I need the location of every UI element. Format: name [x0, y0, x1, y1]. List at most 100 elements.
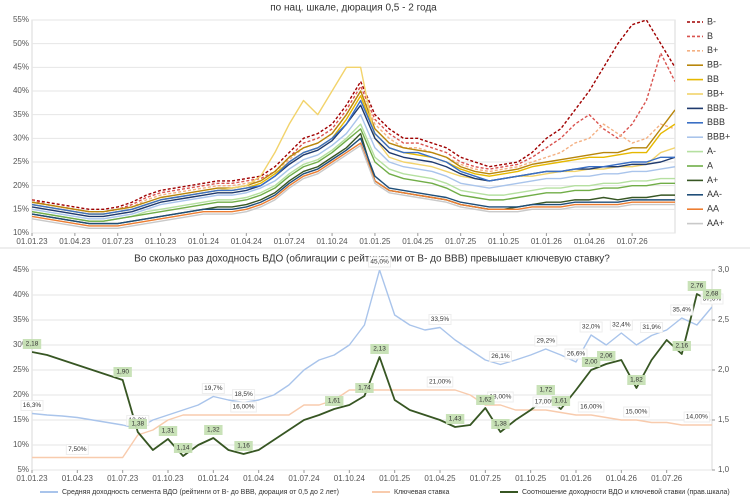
value-label: 1,61: [555, 398, 568, 405]
value-label-box: [368, 256, 392, 268]
legend-label: BB: [707, 74, 719, 84]
value-label-box: [488, 351, 512, 362]
y2-tick-label: 1,5: [718, 415, 730, 424]
value-label: 21,00%: [429, 379, 451, 386]
value-label: 33,5%: [431, 316, 450, 323]
x-tick-label: 01.07.24: [274, 237, 306, 246]
y-tick-label: 40%: [13, 290, 29, 299]
legend-label: BB+: [707, 88, 724, 98]
value-label: 1,82: [630, 377, 643, 384]
x-tick-label: 01.07.26: [617, 237, 649, 246]
x-tick-label: 01.07.25: [470, 474, 502, 483]
value-label: 19,7%: [204, 385, 223, 392]
value-label-box: [670, 304, 694, 316]
y-tick-label: 30%: [13, 133, 29, 142]
value-label: 26,6%: [567, 351, 586, 358]
y-tick-label: 15%: [13, 415, 29, 424]
chart-title: по нац. шкале, дюрация 0,5 - 2 года: [270, 3, 437, 14]
x-tick-label: 01.04.26: [606, 474, 638, 483]
x-tick-label: 01.04.24: [243, 474, 275, 483]
value-label-box: [325, 396, 344, 406]
value-label: 17,00%: [535, 399, 557, 406]
x-tick-label: 01.01.23: [16, 474, 48, 483]
value-label: 16,00%: [580, 404, 602, 411]
legend-label: BBB-: [707, 103, 728, 113]
value-label-box: [232, 389, 256, 400]
value-label-box: [370, 344, 389, 354]
x-tick-label: 01.04.23: [62, 474, 94, 483]
value-label-box: [579, 321, 603, 333]
x-tick-label: 01.10.25: [515, 474, 547, 483]
value-label-box: [551, 396, 571, 406]
legend-label: Соотношение доходности ВДО и ключевой ст…: [522, 488, 730, 496]
value-label-box: [687, 281, 707, 291]
value-label: 1,61: [328, 398, 341, 405]
series-line: [32, 123, 675, 222]
y-tick-label: 35%: [13, 110, 29, 119]
value-label-box: [20, 400, 44, 411]
x-tick-label: 01.07.25: [445, 237, 477, 246]
series-line: [32, 90, 675, 213]
legend-label: A-: [707, 146, 716, 156]
value-label: 1,38: [131, 421, 144, 428]
y-tick-label: 10%: [13, 228, 29, 237]
value-label: 14,00%: [686, 414, 708, 421]
value-label-box: [158, 426, 178, 436]
value-label: 31,9%: [642, 324, 661, 331]
value-label: 32,0%: [582, 324, 601, 331]
legend-label: Ключевая ставка: [394, 489, 450, 496]
value-label-box: [623, 406, 650, 418]
value-label: 2,13: [373, 346, 386, 353]
value-label-box: [476, 395, 495, 405]
y2-tick-label: 1,0: [718, 465, 730, 474]
value-label: 1,90: [116, 369, 129, 376]
x-tick-label: 01.07.26: [651, 474, 683, 483]
value-label-box: [113, 367, 132, 377]
value-label: 26,1%: [491, 353, 510, 360]
value-label: 1,31: [162, 428, 175, 435]
value-label: 2,18: [26, 341, 39, 348]
value-label: 32,4%: [612, 322, 631, 329]
value-label-box: [65, 444, 89, 455]
value-label-box: [201, 383, 225, 394]
x-tick-label: 01.01.25: [359, 237, 391, 246]
value-label: 7,50%: [68, 446, 87, 453]
legend-label: A+: [707, 175, 718, 185]
y2-tick-label: 2,0: [718, 365, 730, 374]
value-label: 18,00%: [489, 394, 511, 401]
x-tick-label: 01.04.24: [231, 237, 263, 246]
value-label: 1,43: [449, 416, 462, 423]
y-tick-label: 5%: [17, 465, 29, 474]
y-tick-label: 40%: [13, 86, 29, 95]
value-label-box: [173, 443, 193, 453]
x-tick-label: 01.01.26: [531, 237, 563, 246]
value-label-box: [536, 385, 555, 395]
value-label: 16,3%: [23, 402, 42, 409]
legend-label: A: [707, 160, 713, 170]
y-tick-label: 30%: [13, 340, 29, 349]
x-tick-label: 01.01.24: [198, 474, 230, 483]
legend-label: B+: [707, 45, 718, 55]
value-label-box: [445, 414, 465, 424]
x-tick-label: 01.04.26: [574, 237, 606, 246]
value-label: 1,72: [539, 387, 552, 394]
y-tick-label: 50%: [13, 39, 29, 48]
value-label: 1,16: [237, 443, 250, 450]
x-tick-label: 01.07.24: [288, 474, 320, 483]
x-tick-label: 01.10.23: [145, 237, 177, 246]
legend-label: AA-: [707, 189, 722, 199]
y2-tick-label: 2,5: [718, 315, 730, 324]
legend-label: AA: [707, 204, 719, 214]
x-tick-label: 01.04.25: [424, 474, 456, 483]
x-tick-label: 01.04.25: [402, 237, 434, 246]
value-label: 1,32: [207, 427, 220, 434]
value-label: 2,06: [600, 353, 613, 360]
y-tick-label: 25%: [13, 157, 29, 166]
value-label: 29,2%: [537, 338, 556, 345]
value-label-box: [564, 348, 588, 360]
value-label: 2,16: [675, 343, 688, 350]
value-label: 15,00%: [625, 409, 647, 416]
x-tick-label: 01.04.23: [59, 237, 91, 246]
series-line: [32, 52, 675, 213]
